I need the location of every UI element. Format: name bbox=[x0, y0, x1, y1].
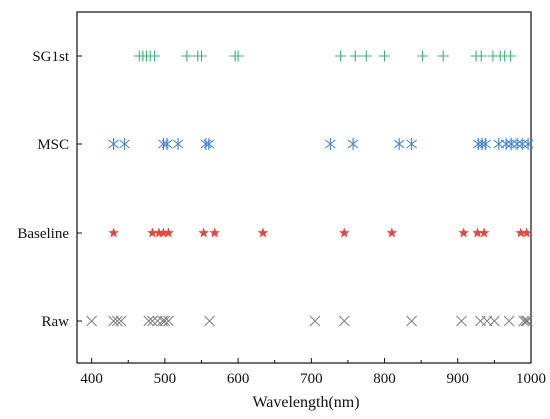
data-point bbox=[406, 315, 417, 327]
data-point bbox=[147, 227, 158, 238]
data-point bbox=[472, 227, 483, 238]
y-axis: Raw Baseline MSC SG1st bbox=[17, 49, 82, 330]
data-point bbox=[195, 50, 207, 62]
x-tick-label: 500 bbox=[154, 371, 177, 387]
x-tick-label: 1000 bbox=[516, 371, 546, 387]
data-point bbox=[406, 138, 417, 150]
data-point bbox=[480, 138, 491, 150]
data-point bbox=[163, 315, 174, 327]
data-point bbox=[158, 227, 169, 238]
data-point bbox=[257, 227, 269, 238]
data-point bbox=[153, 227, 165, 238]
x-tick-label: 700 bbox=[300, 371, 323, 387]
x-tick-label: 600 bbox=[227, 371, 250, 387]
data-point bbox=[147, 315, 158, 327]
x-tick-label: 900 bbox=[447, 371, 470, 387]
y-category-label: Raw bbox=[42, 314, 70, 330]
x-tick-label: 400 bbox=[80, 371, 103, 387]
y-category-label: Baseline bbox=[17, 226, 69, 242]
data-point bbox=[338, 315, 350, 327]
data-point bbox=[232, 50, 244, 62]
data-point bbox=[518, 315, 530, 327]
data-point bbox=[475, 50, 487, 62]
data-marks bbox=[86, 50, 534, 327]
series-raw bbox=[86, 315, 533, 327]
data-point bbox=[325, 138, 336, 150]
x-axis: 400 500 600 700 800 900 1000 bbox=[80, 358, 546, 387]
data-point bbox=[458, 227, 469, 238]
x-axis-title: Wavelength(nm) bbox=[252, 394, 359, 411]
data-point bbox=[161, 138, 173, 150]
data-point bbox=[143, 315, 155, 327]
x-tick-label: 800 bbox=[373, 371, 396, 387]
series-baseline bbox=[108, 227, 532, 238]
data-point bbox=[500, 138, 512, 150]
data-point bbox=[149, 50, 161, 62]
data-point bbox=[386, 227, 398, 238]
data-point bbox=[493, 138, 505, 150]
data-point bbox=[209, 227, 220, 238]
data-point bbox=[335, 50, 347, 62]
data-point bbox=[309, 315, 321, 327]
data-point bbox=[108, 227, 119, 238]
data-point bbox=[515, 227, 526, 238]
data-point bbox=[521, 227, 532, 238]
data-point bbox=[159, 315, 171, 327]
y-category-label: SG1st bbox=[32, 49, 70, 65]
plot-frame bbox=[76, 11, 532, 364]
data-point bbox=[417, 50, 429, 62]
data-point bbox=[172, 138, 184, 150]
data-point bbox=[511, 138, 523, 150]
data-point bbox=[163, 227, 174, 238]
series-sg1st bbox=[133, 50, 516, 62]
series-msc bbox=[108, 138, 534, 150]
data-point bbox=[520, 315, 532, 327]
data-point bbox=[522, 138, 534, 150]
data-point bbox=[204, 315, 215, 327]
data-point bbox=[203, 138, 215, 150]
data-point bbox=[393, 138, 405, 150]
data-point bbox=[521, 315, 533, 327]
data-point bbox=[360, 50, 372, 62]
data-point bbox=[181, 50, 193, 62]
data-point bbox=[157, 315, 169, 327]
data-point bbox=[108, 138, 119, 150]
data-point bbox=[504, 50, 516, 62]
data-point bbox=[489, 315, 500, 327]
data-point bbox=[379, 50, 391, 62]
data-point bbox=[516, 138, 528, 150]
data-point bbox=[437, 50, 449, 62]
data-point bbox=[111, 315, 123, 327]
data-point bbox=[347, 138, 359, 150]
data-point bbox=[456, 315, 467, 327]
data-point bbox=[478, 227, 490, 238]
plot-border bbox=[76, 11, 532, 364]
data-point bbox=[198, 227, 209, 238]
data-point bbox=[349, 50, 361, 62]
data-point bbox=[339, 227, 350, 238]
data-point bbox=[86, 315, 97, 327]
y-category-label: MSC bbox=[37, 137, 69, 153]
data-point bbox=[119, 138, 130, 150]
data-point bbox=[503, 315, 515, 327]
data-point bbox=[115, 315, 127, 327]
data-point bbox=[505, 138, 517, 150]
